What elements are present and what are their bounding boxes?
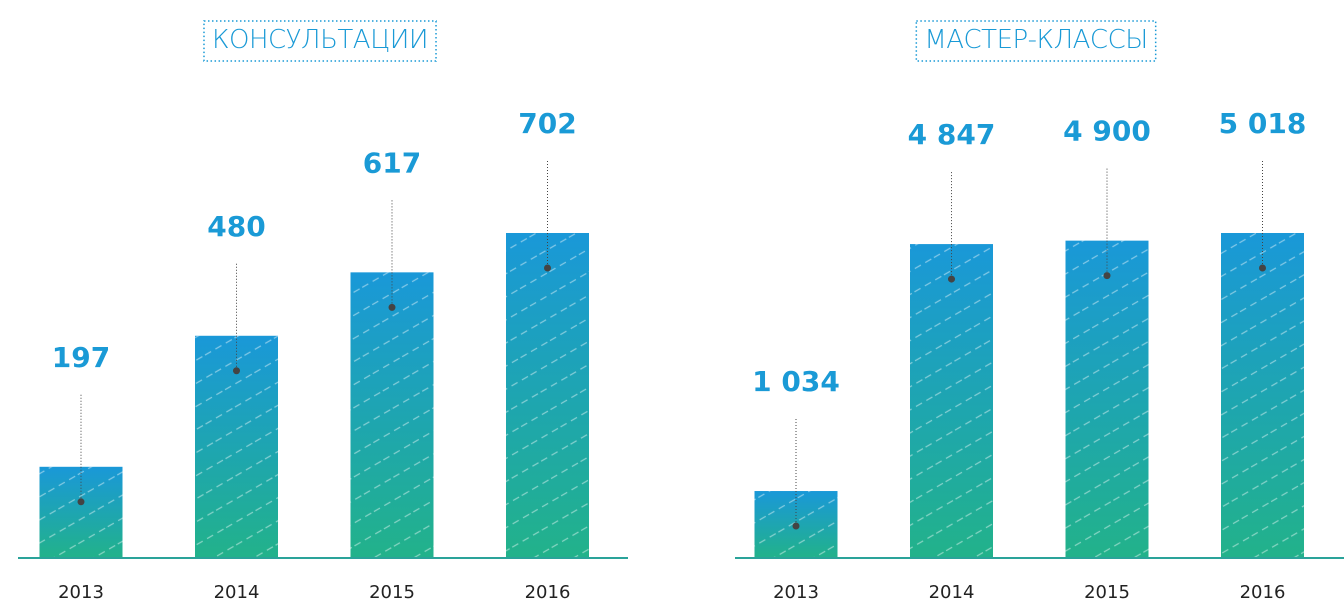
bar-hatch [506, 233, 589, 558]
x-tick-label: 2016 [525, 582, 571, 603]
bar-hatch [350, 272, 434, 558]
value-label: 197 [52, 341, 110, 374]
x-tick-label: 2013 [58, 582, 104, 603]
chart-title: КОНСУЛЬТАЦИИ [212, 25, 428, 55]
value-label: 4 900 [1063, 115, 1151, 148]
bar-hatch [1221, 233, 1304, 558]
value-label: 480 [207, 210, 265, 243]
x-tick-label: 2015 [1084, 582, 1130, 603]
x-tick-label: 2016 [1240, 582, 1286, 603]
bar-hatch [910, 244, 993, 558]
leader-dot [792, 522, 800, 530]
leader-dot [77, 498, 85, 506]
title-box [203, 20, 437, 62]
leader-dot [544, 264, 551, 272]
value-label: 617 [363, 146, 421, 179]
leader-dot [233, 367, 240, 375]
leader-dot [948, 275, 955, 283]
chart-title: МАСТЕР-КЛАССЫ [924, 25, 1147, 55]
value-label: 702 [518, 107, 576, 140]
bar-hatch [1065, 240, 1149, 558]
leader-dot [388, 303, 396, 311]
x-tick-label: 2014 [214, 582, 260, 603]
x-tick-label: 2014 [929, 582, 975, 603]
x-tick-label: 2013 [773, 582, 819, 603]
value-label: 1 034 [752, 365, 840, 398]
value-label: 5 018 [1219, 107, 1307, 140]
value-label: 4 847 [908, 118, 996, 151]
leader-dot [1259, 264, 1266, 272]
leader-dot [1103, 272, 1111, 280]
bar-hatch [39, 466, 123, 558]
x-tick-label: 2015 [369, 582, 415, 603]
